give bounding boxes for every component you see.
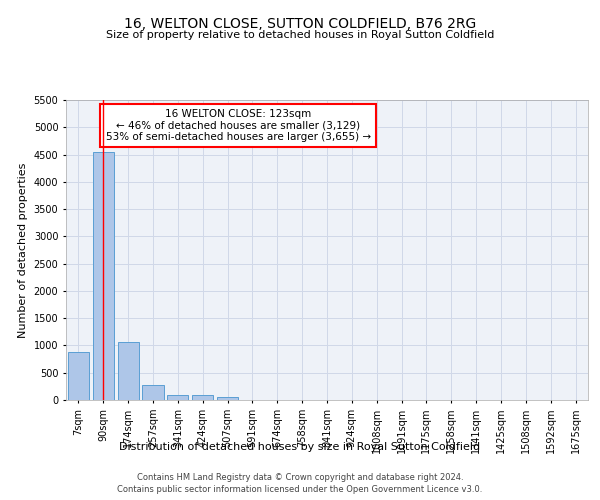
Bar bbox=[167, 395, 188, 400]
Text: Distribution of detached houses by size in Royal Sutton Coldfield: Distribution of detached houses by size … bbox=[119, 442, 481, 452]
Bar bbox=[118, 342, 139, 400]
Bar bbox=[142, 385, 164, 400]
Text: Contains HM Land Registry data © Crown copyright and database right 2024.: Contains HM Land Registry data © Crown c… bbox=[137, 472, 463, 482]
Text: Size of property relative to detached houses in Royal Sutton Coldfield: Size of property relative to detached ho… bbox=[106, 30, 494, 40]
Bar bbox=[68, 352, 89, 400]
Bar bbox=[93, 152, 114, 400]
Y-axis label: Number of detached properties: Number of detached properties bbox=[18, 162, 28, 338]
Text: Contains public sector information licensed under the Open Government Licence v3: Contains public sector information licen… bbox=[118, 485, 482, 494]
Text: 16, WELTON CLOSE, SUTTON COLDFIELD, B76 2RG: 16, WELTON CLOSE, SUTTON COLDFIELD, B76 … bbox=[124, 18, 476, 32]
Bar bbox=[217, 397, 238, 400]
Bar bbox=[192, 395, 213, 400]
Text: 16 WELTON CLOSE: 123sqm
← 46% of detached houses are smaller (3,129)
53% of semi: 16 WELTON CLOSE: 123sqm ← 46% of detache… bbox=[106, 109, 371, 142]
